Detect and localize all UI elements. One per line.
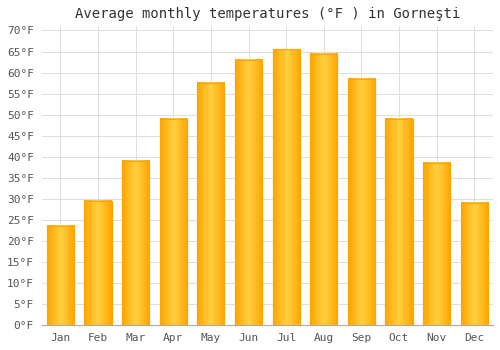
Bar	[386, 119, 412, 326]
Bar	[460, 203, 488, 326]
Bar	[348, 79, 375, 326]
Bar	[47, 226, 74, 326]
Bar	[235, 60, 262, 326]
Bar	[460, 203, 488, 326]
Bar	[348, 79, 375, 326]
Bar	[47, 226, 74, 326]
Bar	[272, 49, 299, 326]
Bar	[272, 49, 299, 326]
Bar	[122, 161, 149, 326]
Bar	[386, 119, 412, 326]
Bar	[84, 201, 112, 326]
Bar	[84, 201, 112, 326]
Bar	[310, 54, 338, 326]
Bar	[160, 119, 187, 326]
Bar	[122, 161, 149, 326]
Bar	[198, 83, 224, 326]
Bar	[198, 83, 224, 326]
Bar	[310, 54, 338, 326]
Bar	[160, 119, 187, 326]
Bar	[423, 163, 450, 326]
Bar	[423, 163, 450, 326]
Bar	[235, 60, 262, 326]
Title: Average monthly temperatures (°F ) in Gorneşti: Average monthly temperatures (°F ) in Go…	[74, 7, 460, 21]
